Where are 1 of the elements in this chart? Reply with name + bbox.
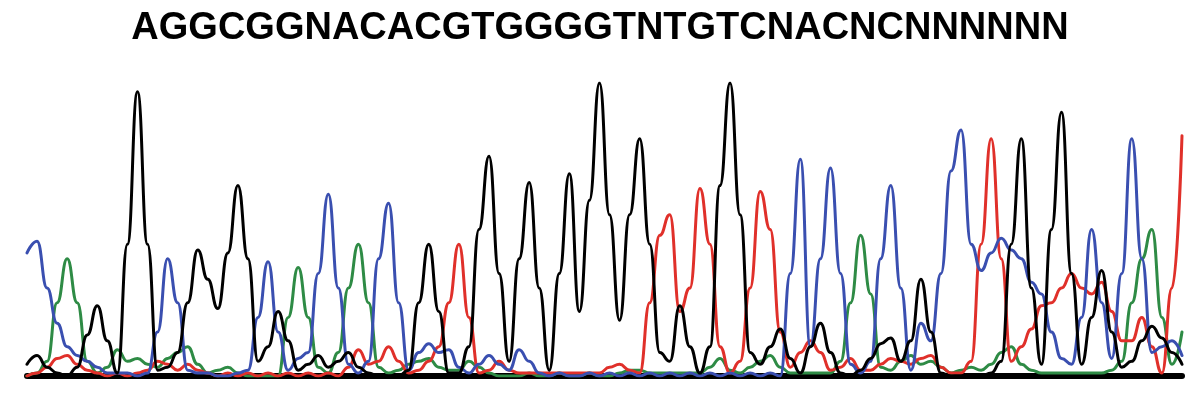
chart-title: AGGCGGNACACGTGGGGTNTGTCNACNCNNNNNN — [131, 5, 1069, 47]
